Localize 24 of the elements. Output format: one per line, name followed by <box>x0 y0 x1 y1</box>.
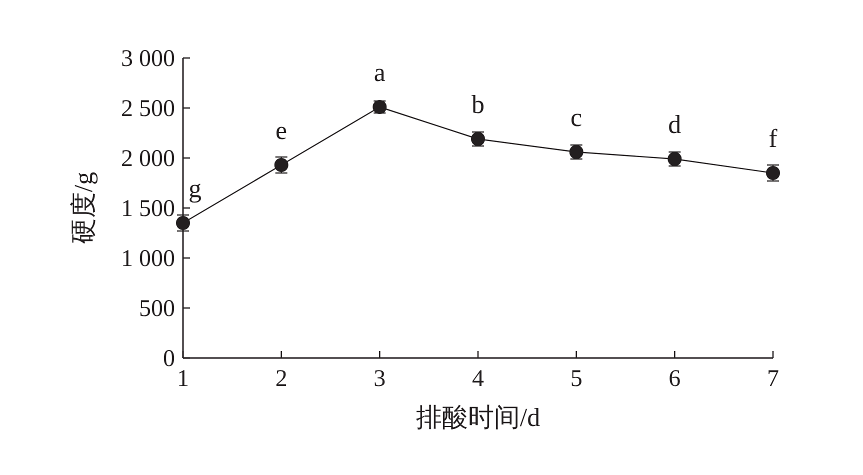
annotation: a <box>374 58 386 87</box>
x-tick-label: 5 <box>570 366 582 392</box>
x-tick-label: 3 <box>374 366 386 392</box>
annotation: e <box>276 116 288 145</box>
y-tick-label: 500 <box>139 296 175 322</box>
y-tick-label: 2 000 <box>121 146 175 172</box>
annotation: f <box>768 124 778 153</box>
y-tick-label: 1 500 <box>121 196 175 222</box>
x-tick-label: 6 <box>668 366 681 392</box>
point <box>176 216 190 230</box>
annotation: g <box>188 174 202 203</box>
x-tick-label: 1 <box>177 366 189 392</box>
x-tick-label: 4 <box>472 366 484 392</box>
x-tick-label: 7 <box>767 366 779 392</box>
y-tick-label: 0 <box>163 346 175 372</box>
annotation: d <box>668 110 682 139</box>
y-axis-title: 硬度/g <box>69 172 98 244</box>
y-tick-label: 3 000 <box>121 46 175 72</box>
annotation: b <box>472 90 484 119</box>
y-tick-label: 2 500 <box>121 96 175 122</box>
y-tick-label: 1 000 <box>121 246 175 272</box>
x-tick-label: 2 <box>275 366 288 392</box>
x-axis-title: 排酸时间/d <box>416 403 540 432</box>
annotation: c <box>570 103 582 132</box>
